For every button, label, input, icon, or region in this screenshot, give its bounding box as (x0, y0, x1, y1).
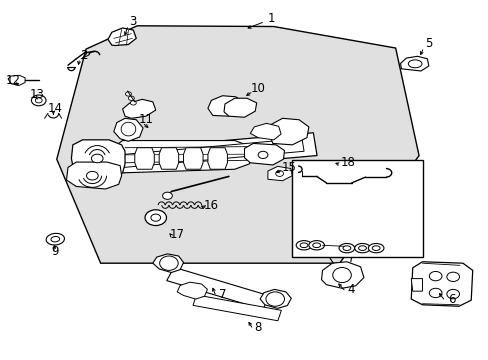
Ellipse shape (265, 292, 284, 306)
Polygon shape (177, 282, 207, 299)
Polygon shape (193, 295, 281, 321)
Ellipse shape (354, 243, 369, 253)
Circle shape (31, 95, 46, 106)
Text: 10: 10 (250, 82, 265, 95)
Polygon shape (114, 140, 251, 173)
Ellipse shape (46, 233, 64, 245)
Circle shape (91, 154, 103, 163)
Polygon shape (207, 96, 243, 116)
Ellipse shape (332, 267, 350, 283)
Text: 1: 1 (267, 12, 275, 25)
Text: 2: 2 (80, 49, 87, 62)
Ellipse shape (367, 243, 383, 253)
Polygon shape (244, 143, 284, 165)
Polygon shape (135, 148, 154, 169)
Polygon shape (153, 254, 183, 273)
Polygon shape (66, 162, 122, 189)
Text: 12: 12 (5, 74, 20, 87)
Circle shape (130, 101, 136, 105)
Circle shape (428, 288, 441, 298)
Circle shape (446, 289, 459, 299)
Polygon shape (108, 28, 136, 45)
Polygon shape (159, 148, 178, 169)
Text: 15: 15 (282, 161, 296, 174)
Polygon shape (260, 289, 291, 309)
Text: 11: 11 (138, 113, 153, 126)
Polygon shape (207, 148, 227, 169)
Polygon shape (267, 166, 292, 181)
Circle shape (35, 98, 42, 103)
Text: 18: 18 (340, 156, 355, 169)
Text: 4: 4 (346, 283, 354, 296)
Ellipse shape (371, 246, 379, 251)
Text: 16: 16 (203, 199, 219, 212)
Polygon shape (89, 133, 316, 175)
Ellipse shape (358, 246, 366, 251)
Text: 6: 6 (447, 293, 454, 306)
Circle shape (446, 272, 459, 282)
Ellipse shape (308, 240, 324, 250)
Circle shape (428, 271, 441, 281)
Polygon shape (122, 99, 156, 118)
Text: 8: 8 (254, 320, 261, 333)
Ellipse shape (51, 237, 60, 242)
Circle shape (162, 192, 172, 199)
Text: 3: 3 (129, 15, 137, 28)
Polygon shape (71, 140, 125, 178)
Polygon shape (114, 118, 143, 141)
Text: 7: 7 (218, 288, 226, 301)
Polygon shape (102, 139, 304, 169)
Polygon shape (166, 267, 269, 309)
Circle shape (86, 171, 98, 180)
Polygon shape (8, 75, 25, 85)
Polygon shape (250, 123, 281, 140)
Ellipse shape (159, 256, 178, 270)
Text: 9: 9 (51, 244, 59, 257)
Ellipse shape (296, 240, 311, 250)
Polygon shape (269, 118, 308, 145)
Circle shape (125, 92, 131, 96)
Circle shape (275, 171, 283, 176)
Text: 5: 5 (424, 37, 431, 50)
Polygon shape (400, 56, 428, 71)
Polygon shape (410, 262, 472, 306)
Circle shape (258, 151, 267, 158)
Polygon shape (410, 279, 422, 291)
Ellipse shape (342, 246, 350, 251)
Polygon shape (321, 262, 363, 288)
Bar (292, 159, 422, 257)
Text: 17: 17 (169, 228, 184, 241)
Circle shape (128, 96, 134, 100)
Circle shape (145, 210, 166, 226)
Text: 14: 14 (48, 102, 62, 115)
Polygon shape (57, 26, 418, 263)
Ellipse shape (300, 243, 307, 248)
Ellipse shape (338, 243, 354, 253)
Text: 13: 13 (30, 88, 44, 101)
Polygon shape (183, 148, 203, 169)
Polygon shape (224, 98, 256, 117)
Ellipse shape (407, 60, 421, 68)
Circle shape (151, 214, 160, 221)
Ellipse shape (312, 243, 320, 248)
